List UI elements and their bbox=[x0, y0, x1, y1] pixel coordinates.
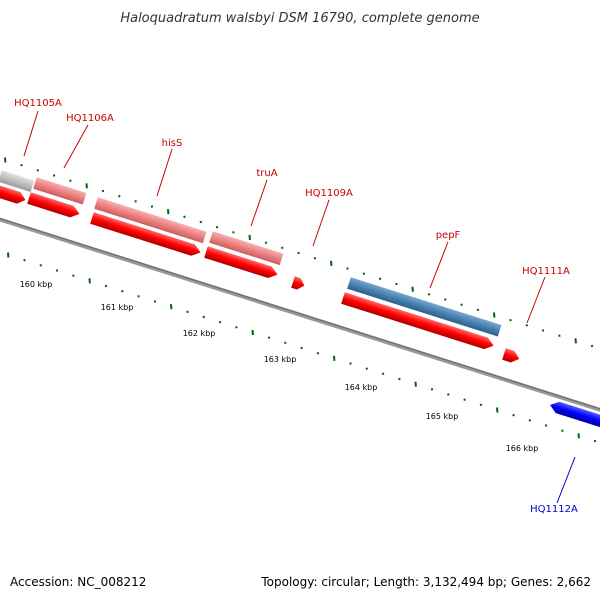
feature-trua-upper[interactable] bbox=[209, 231, 284, 266]
feature-gray[interactable] bbox=[0, 170, 35, 192]
cds-hq1106a[interactable] bbox=[27, 192, 81, 219]
leader-hq1109a bbox=[312, 199, 330, 247]
label-pepf[interactable]: pepF bbox=[436, 230, 461, 241]
kbp-label-165: 165 kbp bbox=[426, 412, 459, 421]
gene-labels: HQ1105A HQ1106A hisS truA HQ1109A pepF H… bbox=[14, 98, 578, 515]
leader-hq1106a bbox=[63, 124, 89, 169]
label-hq1106a[interactable]: HQ1106A bbox=[66, 113, 114, 124]
kbp-label-164: 164 kbp bbox=[345, 383, 378, 392]
kbp-label-166: 166 kbp bbox=[506, 444, 539, 453]
cds-hq1109a[interactable] bbox=[291, 276, 306, 291]
upper-feature-track bbox=[0, 170, 502, 337]
label-hq1111a[interactable]: HQ1111A bbox=[522, 266, 570, 277]
feature-hiss-upper[interactable] bbox=[94, 197, 207, 244]
kbp-label-160: 160 kbp bbox=[20, 280, 53, 289]
kbp-label-161: 161 kbp bbox=[101, 303, 134, 312]
kbp-label-162: 162 kbp bbox=[183, 329, 216, 338]
outer-tick-track bbox=[4, 157, 594, 348]
topology-text: Topology: circular; Length: 3,132,494 bp… bbox=[260, 575, 591, 589]
cds-hiss[interactable] bbox=[90, 212, 202, 258]
cds-hq1112a[interactable] bbox=[548, 399, 600, 429]
leader-hq1105a bbox=[23, 110, 39, 157]
cds-trua[interactable] bbox=[204, 246, 279, 280]
label-trua[interactable]: truA bbox=[256, 168, 277, 179]
cds-reverse-track bbox=[548, 399, 600, 429]
cds-pepf[interactable] bbox=[341, 292, 495, 351]
leader-pepf bbox=[429, 241, 449, 289]
feature-hq1106a-upper[interactable] bbox=[33, 177, 87, 205]
leader-hiss bbox=[156, 148, 173, 197]
label-hq1112a[interactable]: HQ1112A bbox=[530, 504, 578, 515]
label-hq1109a[interactable]: HQ1109A bbox=[305, 188, 353, 199]
kbp-tick-track bbox=[7, 252, 597, 443]
leader-hq1111a bbox=[526, 276, 546, 324]
map-title: Haloquadratum walsbyi DSM 16790, complet… bbox=[120, 11, 479, 26]
accession-text: Accession: NC_008212 bbox=[10, 575, 146, 589]
kbp-label-163: 163 kbp bbox=[264, 355, 297, 364]
feature-pepf-upper[interactable] bbox=[347, 277, 502, 337]
genome-backbone bbox=[0, 217, 600, 412]
cds-hq1105a[interactable] bbox=[0, 184, 27, 205]
cds-hq1111a[interactable] bbox=[502, 348, 521, 364]
leader-trua bbox=[250, 179, 268, 227]
cds-forward-track bbox=[0, 184, 521, 364]
kbp-scale-labels: 160 kbp 161 kbp 162 kbp 163 kbp 164 kbp … bbox=[20, 280, 539, 453]
leader-hq1112a bbox=[556, 456, 576, 504]
label-hq1105a[interactable]: HQ1105A bbox=[14, 98, 62, 109]
label-leader-lines bbox=[23, 110, 576, 504]
label-hiss[interactable]: hisS bbox=[162, 138, 183, 149]
